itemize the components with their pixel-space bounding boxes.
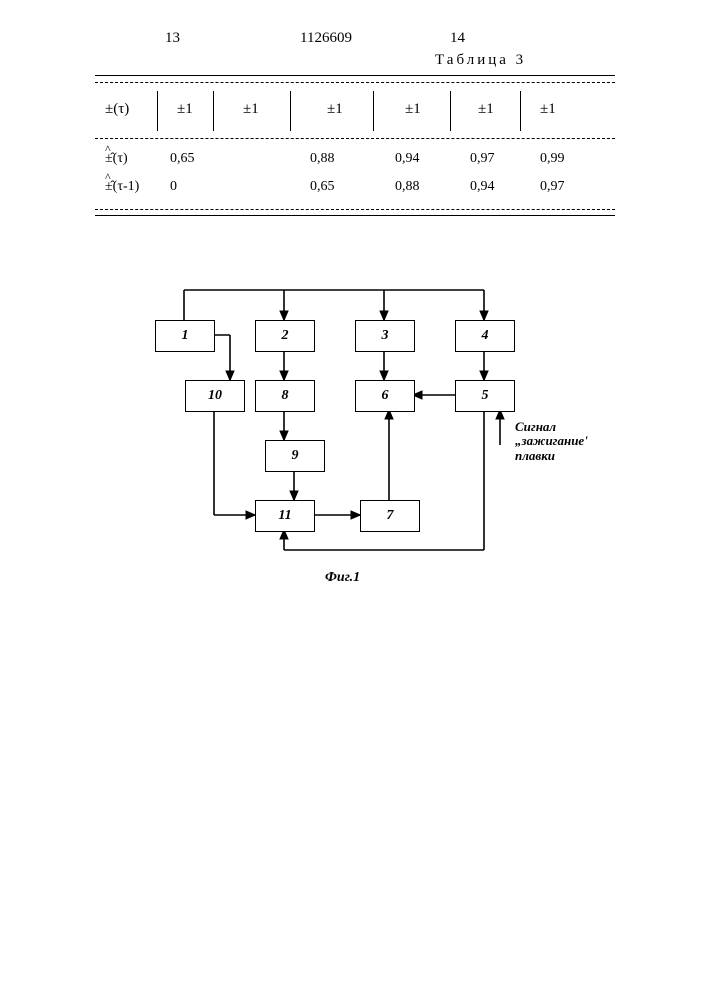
col-header-0: ±(τ) [105, 101, 129, 118]
col-header-3: ±1 [327, 101, 343, 118]
col-header-6: ±1 [540, 101, 556, 118]
page: 13 1126609 14 Таблица 3 ±(τ) ±1 ±1 ±1 ±1… [0, 0, 707, 1000]
block-5: 5 [455, 380, 515, 412]
signal-line: плавки [515, 449, 588, 463]
block-label: 3 [382, 328, 389, 344]
cell: 0,97 [470, 151, 495, 167]
table-3: ±(τ) ±1 ±1 ±1 ±1 ±1 ±1 ±̂(τ) 0,65 0,88 0… [95, 75, 615, 216]
signal-line: Сигнал [515, 420, 588, 434]
block-label: 8 [282, 388, 289, 404]
cell: 0,99 [540, 151, 565, 167]
cell: 0,94 [470, 179, 495, 195]
col-header-4: ±1 [405, 101, 421, 118]
cell: 0,65 [170, 151, 195, 167]
table-header-row: ±(τ) ±1 ±1 ±1 ±1 ±1 ±1 [95, 83, 615, 138]
col-divider [520, 91, 521, 131]
table-row: ±̂(τ) 0,65 0,88 0,94 0,97 0,99 [95, 151, 615, 167]
cell: 0 [170, 179, 177, 195]
block-1: 1 [155, 320, 215, 352]
col-divider [450, 91, 451, 131]
table-title: Таблица 3 [435, 52, 526, 69]
block-11: 11 [255, 500, 315, 532]
figure-caption: Фиг.1 [325, 570, 360, 586]
block-8: 8 [255, 380, 315, 412]
signal-label: Сигнал „зажигание' плавки [515, 420, 588, 463]
block-label: 6 [382, 388, 389, 404]
block-label: 11 [278, 508, 291, 524]
block-diagram: 1 2 3 4 10 8 6 5 9 11 7 Сигнал „зажигани… [145, 280, 565, 610]
col-header-5: ±1 [478, 101, 494, 118]
cell: 0,88 [310, 151, 335, 167]
block-3: 3 [355, 320, 415, 352]
col-header-2: ±1 [243, 101, 259, 118]
block-label: 1 [182, 328, 189, 344]
col-divider [290, 91, 291, 131]
col-divider [373, 91, 374, 131]
block-label: 2 [282, 328, 289, 344]
block-label: 9 [292, 448, 299, 464]
block-7: 7 [360, 500, 420, 532]
row-label: ±̂(τ) [105, 151, 128, 166]
cell: 0,88 [395, 179, 420, 195]
signal-line: „зажигание' [515, 434, 588, 448]
cell: 0,94 [395, 151, 420, 167]
page-num-right: 14 [450, 30, 465, 47]
cell: 0,65 [310, 179, 335, 195]
block-6: 6 [355, 380, 415, 412]
block-label: 4 [482, 328, 489, 344]
row-label: ±̂(τ-1) [105, 179, 139, 194]
table-body: ±̂(τ) 0,65 0,88 0,94 0,97 0,99 ±̂(τ-1) 0… [95, 139, 615, 209]
table-rule-bottom [95, 215, 615, 216]
col-divider [213, 91, 214, 131]
table-row: ±̂(τ-1) 0 0,65 0,88 0,94 0,97 [95, 179, 615, 195]
block-label: 7 [387, 508, 394, 524]
block-label: 5 [482, 388, 489, 404]
page-num-left: 13 [165, 30, 180, 47]
cell: 0,97 [540, 179, 565, 195]
patent-number: 1126609 [300, 30, 352, 47]
col-header-1: ±1 [177, 101, 193, 118]
block-9: 9 [265, 440, 325, 472]
block-4: 4 [455, 320, 515, 352]
block-10: 10 [185, 380, 245, 412]
block-2: 2 [255, 320, 315, 352]
col-divider [157, 91, 158, 131]
block-label: 10 [208, 388, 222, 404]
